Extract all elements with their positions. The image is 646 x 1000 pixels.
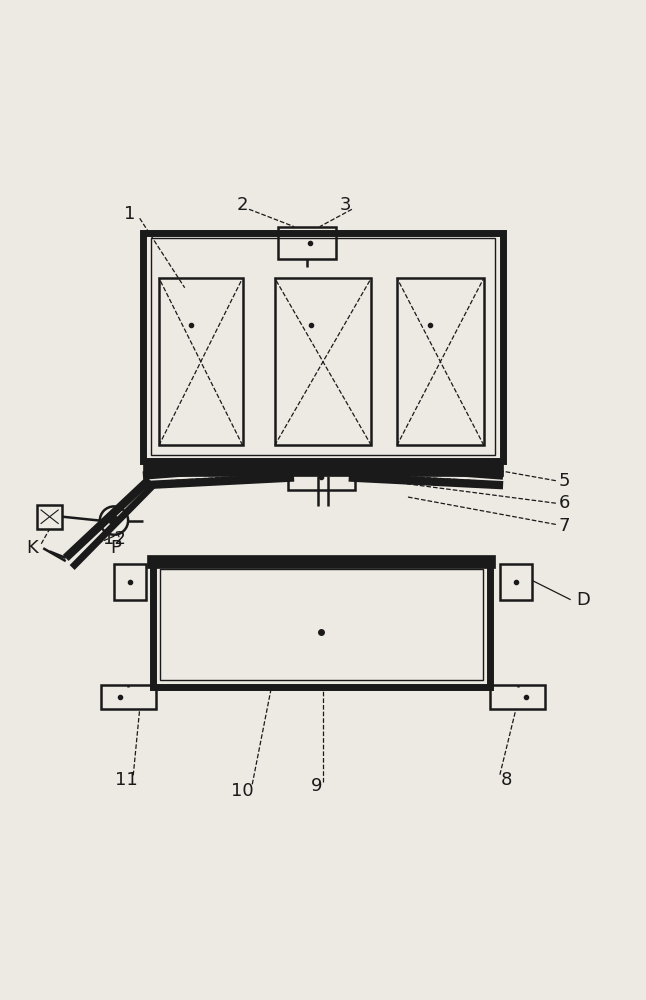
Text: 10: 10	[231, 782, 254, 800]
Text: D: D	[577, 591, 590, 609]
Bar	[278, 227, 336, 259]
Text: 11: 11	[116, 771, 138, 789]
Bar	[287, 465, 355, 490]
Text: P: P	[110, 539, 121, 557]
Bar	[152, 564, 490, 687]
Bar	[101, 685, 156, 709]
Text: 6: 6	[559, 494, 570, 512]
Text: 8: 8	[501, 771, 512, 789]
Bar	[147, 555, 495, 568]
Circle shape	[109, 516, 119, 526]
Bar	[143, 461, 503, 476]
Text: 3: 3	[340, 196, 351, 214]
Bar	[159, 278, 243, 445]
Text: 7: 7	[558, 517, 570, 535]
Bar	[500, 564, 532, 600]
Text: 12: 12	[103, 530, 125, 548]
Bar	[151, 238, 495, 455]
Text: 2: 2	[237, 196, 248, 214]
Bar	[490, 685, 545, 709]
Bar	[397, 278, 484, 445]
Text: 9: 9	[311, 777, 322, 795]
Bar	[114, 564, 146, 600]
Text: 5: 5	[558, 472, 570, 490]
Text: 1: 1	[124, 205, 136, 223]
Bar	[143, 233, 503, 461]
Bar	[275, 278, 371, 445]
Text: K: K	[26, 539, 38, 557]
Bar	[160, 569, 483, 680]
Bar	[37, 505, 63, 529]
